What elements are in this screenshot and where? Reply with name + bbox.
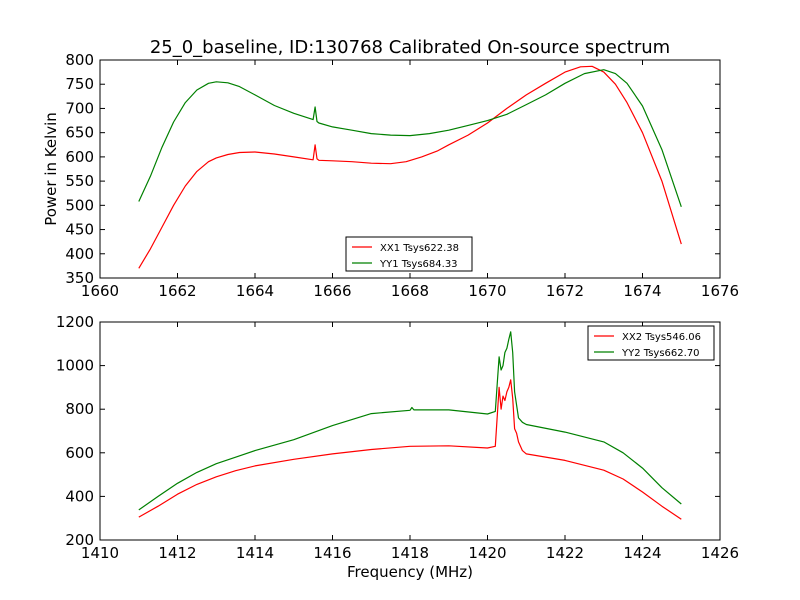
y-tick-label: 350 [65, 269, 94, 287]
legend-label: XX2 Tsys546.06 [622, 332, 701, 343]
x-tick-label: 1416 [313, 544, 351, 562]
y-tick-label: 550 [65, 172, 94, 190]
x-tick-label: 1410 [81, 544, 119, 562]
figure-title: 25_0_baseline, ID:130768 Calibrated On-s… [150, 37, 670, 58]
y-tick-label: 600 [65, 148, 94, 166]
y-tick-label: 650 [65, 124, 94, 142]
y-tick-label: 700 [65, 99, 94, 117]
legend-box [587, 325, 715, 361]
x-tick-label: 1662 [158, 282, 196, 300]
legend-label: YY2 Tsys662.70 [621, 348, 700, 359]
x-tick-label: 1426 [701, 544, 739, 562]
series-line-green [138, 69, 682, 207]
y-axis-label: Power in Kelvin [42, 112, 60, 226]
x-tick-label: 1418 [391, 544, 429, 562]
x-tick-label: 1420 [468, 544, 506, 562]
legend-box [345, 236, 473, 272]
x-tick-label: 1666 [313, 282, 351, 300]
y-tick-label: 800 [65, 400, 94, 418]
x-tick-label: 1422 [546, 544, 584, 562]
y-tick-label: 600 [65, 444, 94, 462]
x-tick-label: 1672 [546, 282, 584, 300]
x-tick-label: 1664 [236, 282, 274, 300]
x-tick-label: 1660 [81, 282, 119, 300]
y-tick-label: 450 [65, 221, 94, 239]
y-tick-label: 1200 [56, 313, 94, 331]
x-axis-label: Frequency (MHz) [347, 563, 473, 581]
x-tick-label: 1676 [701, 282, 739, 300]
y-tick-label: 500 [65, 196, 94, 214]
y-tick-label: 400 [65, 245, 94, 263]
legend: XX1 Tsys622.38 YY1 Tsys684.33 [345, 236, 473, 272]
bottom-subplot: 1410 1412 1414 1416 1418 1420 1422 1424 1426 200 4… [56, 313, 739, 581]
y-tick-label: 800 [65, 51, 94, 69]
top-subplot: 1660 1662 1664 1666 1668 1670 1672 1674 1676 350 4… [42, 51, 739, 300]
y-tick-label: 750 [65, 75, 94, 93]
x-tick-label: 1412 [158, 544, 196, 562]
x-tick-label: 1670 [468, 282, 506, 300]
series-line-red [138, 65, 682, 269]
x-tick-label: 1424 [623, 544, 661, 562]
legend: XX2 Tsys546.06 YY2 Tsys662.70 [587, 325, 715, 361]
x-tick-label: 1414 [236, 544, 274, 562]
legend-label: XX1 Tsys622.38 [380, 243, 459, 254]
x-tick-label: 1668 [391, 282, 429, 300]
y-tick-label: 1000 [56, 357, 94, 375]
legend-label: YY1 Tsys684.33 [379, 259, 458, 270]
y-tick-label: 400 [65, 487, 94, 505]
series-line-red [138, 379, 682, 520]
y-tick-label: 200 [65, 531, 94, 549]
x-tick-label: 1674 [623, 282, 661, 300]
series-line-green [138, 331, 682, 511]
